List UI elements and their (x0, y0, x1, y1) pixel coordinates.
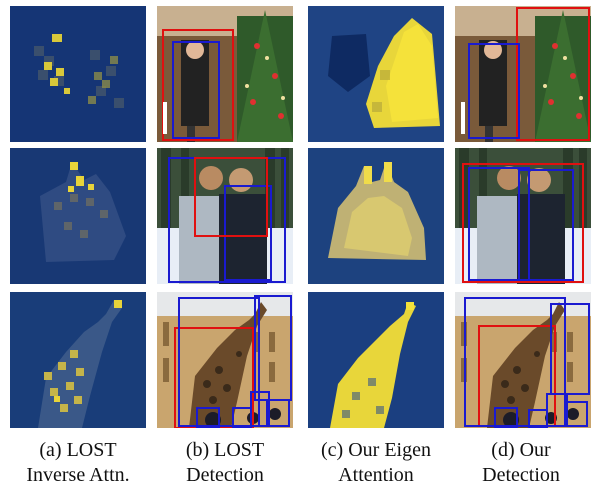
photo-our-detection-row1 (455, 6, 591, 142)
heatmap-lost-row2 (10, 148, 146, 284)
caption-c-line1: (c) Our Eigen (321, 439, 431, 461)
heatmap-eigen-row2 (308, 148, 444, 284)
lost-blue-box-2 (224, 185, 272, 281)
heatmap-lost-row1 (10, 6, 146, 142)
caption-a: (a) LOST Inverse Attn. (3, 438, 153, 488)
caption-a-line2: Inverse Attn. (26, 464, 130, 486)
caption-c-line2: Attention (338, 464, 414, 486)
heatmap-eigen-row3 (308, 292, 444, 428)
photo-our-detection-row2 (455, 148, 591, 284)
caption-c: (c) Our Eigen Attention (301, 438, 451, 488)
our-red-box (462, 163, 584, 283)
lost-blue-box (172, 41, 220, 139)
caption-d-line2: Detection (482, 464, 560, 486)
heatmap-eigen-row1 (308, 6, 444, 142)
photo-our-detection-row3 (455, 292, 591, 428)
our-blue-box (464, 297, 566, 427)
lost-red-box (174, 327, 254, 428)
photo-lost-detection-row2 (157, 148, 293, 284)
heatmap-lost-row3 (10, 292, 146, 428)
our-blue-box (468, 167, 530, 281)
our-blue-box (468, 43, 520, 139)
photo-lost-detection-row1 (157, 6, 293, 142)
caption-d: (d) Our Detection (446, 438, 596, 488)
photo-lost-detection-row3 (157, 292, 293, 428)
lost-red-box (194, 157, 268, 237)
caption-b: (b) LOST Detection (150, 438, 300, 488)
caption-d-line1: (d) Our (491, 439, 551, 461)
caption-b-line2: Detection (186, 464, 264, 486)
caption-b-line1: (b) LOST (185, 439, 265, 461)
caption-a-line1: (a) LOST (39, 439, 117, 461)
lost-red-box (162, 29, 234, 141)
our-red-box (516, 7, 590, 141)
our-blue-box-2 (518, 169, 574, 281)
